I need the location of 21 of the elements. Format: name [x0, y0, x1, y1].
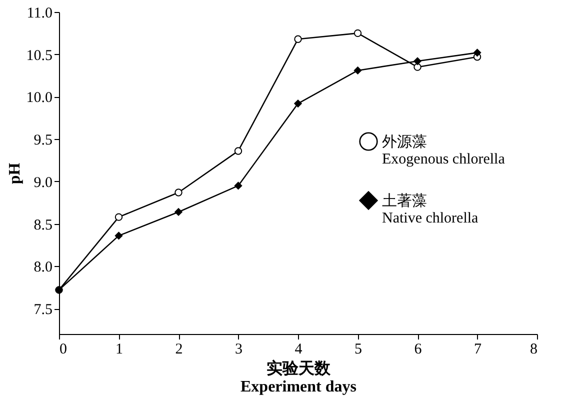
y-tick-label: 8.5 [34, 217, 52, 234]
x-tick-label: 8 [530, 342, 538, 358]
y-tick-label: 7.5 [34, 302, 52, 318]
y-tick-label: 9.0 [34, 174, 52, 191]
x-tick-label: 6 [414, 342, 422, 358]
x-tick-label: 4 [294, 342, 303, 358]
x-tick-label: 5 [354, 342, 362, 358]
y-tick-label: 10.0 [26, 90, 52, 106]
y-tick-label: 8.0 [34, 260, 52, 276]
x-tick-label: 2 [175, 342, 183, 358]
x-tick-label: 0 [60, 342, 67, 358]
y-tick-label: 11.0 [26, 6, 52, 22]
x-axis-title: 实验天数 Experiment days [240, 360, 356, 396]
x-tick-label: 7 [474, 342, 482, 358]
y-axis-title: pH [6, 162, 24, 184]
y-tick-label: 9.5 [34, 132, 52, 149]
x-tick-label: 3 [235, 342, 242, 358]
x-tick-label: 1 [116, 342, 123, 358]
legend-label: 外源藻 Exogenous chlorella [382, 134, 506, 168]
legend-label: 土著藻 Native chlorella [382, 192, 479, 226]
y-tick-label: 10.5 [26, 48, 52, 64]
